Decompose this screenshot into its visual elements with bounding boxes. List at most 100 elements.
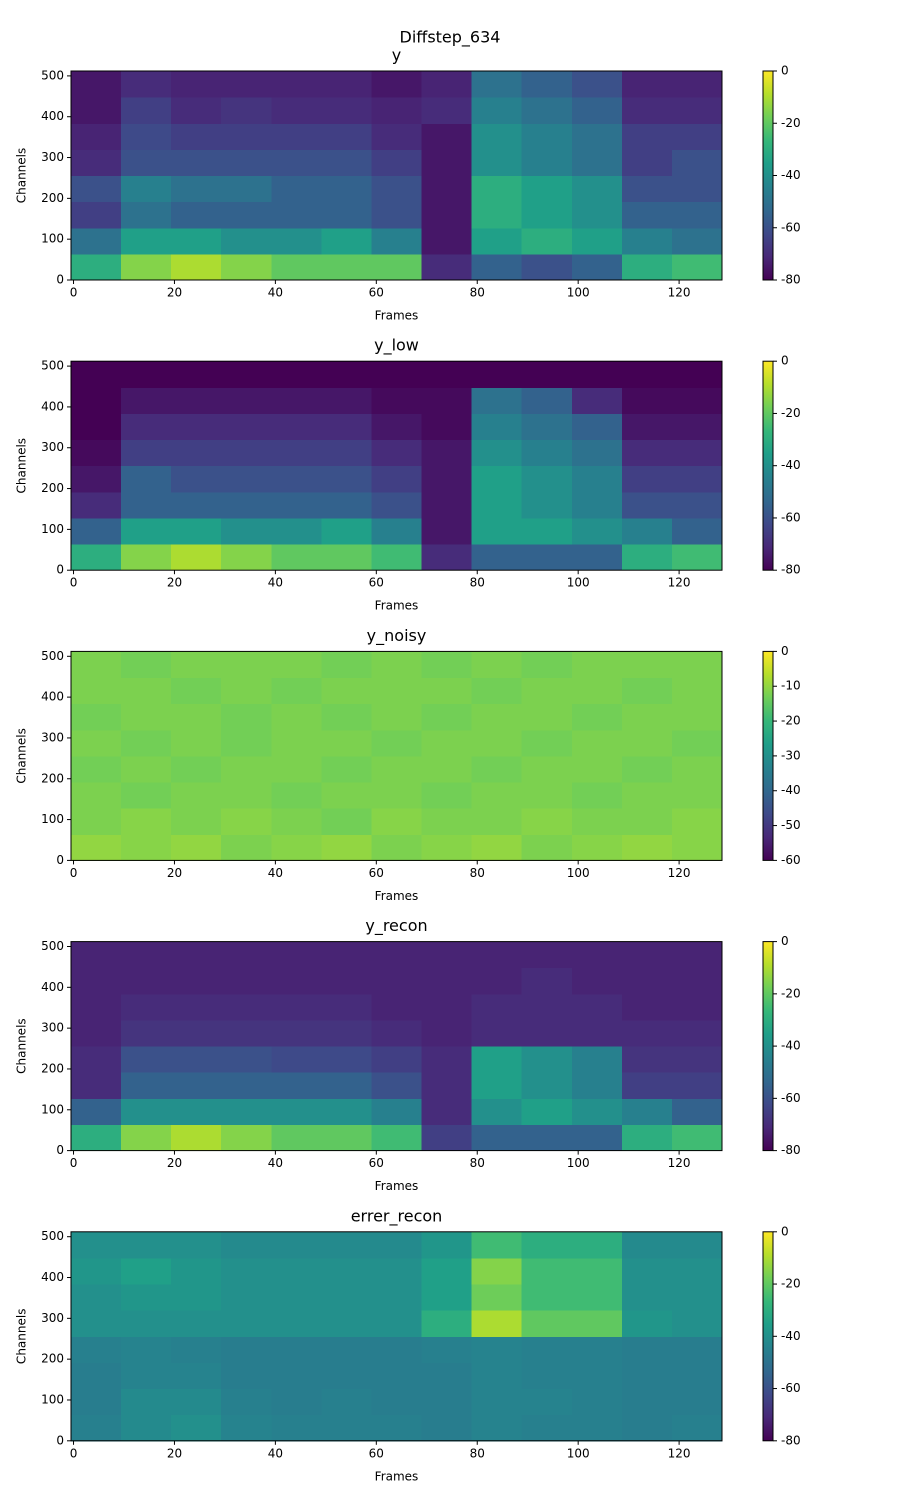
heatmap-cell — [221, 149, 272, 176]
heatmap-cell — [121, 703, 172, 731]
heatmap-cell — [571, 544, 623, 571]
heatmap-cell — [171, 1362, 222, 1390]
heatmap-cell — [671, 941, 723, 969]
heatmap-cell — [71, 201, 122, 229]
y-tick-label: 400 — [41, 399, 64, 413]
heatmap-cell — [321, 1231, 372, 1259]
heatmap-cell — [321, 808, 372, 835]
heatmap-cell — [321, 1019, 372, 1047]
heatmap-cell — [121, 808, 172, 835]
heatmap-cell — [371, 677, 423, 705]
x-tick-label: 120 — [668, 576, 691, 590]
heatmap-cell — [71, 677, 122, 705]
heatmap-cell — [421, 71, 473, 98]
heatmap-cell — [121, 387, 172, 414]
heatmap-cell — [371, 227, 423, 255]
heatmap-cell — [221, 755, 272, 783]
heatmap-cell — [371, 755, 423, 783]
heatmap-cell — [421, 782, 473, 809]
heatmap-cell — [571, 1257, 623, 1285]
colorbar-tick-label: -60 — [781, 510, 801, 524]
heatmap-cell — [71, 439, 122, 467]
heatmap-cell — [571, 703, 623, 731]
heatmap-cell — [621, 755, 673, 783]
heatmap-cell — [371, 1284, 423, 1311]
y-tick-label: 400 — [41, 980, 64, 994]
x-tick-label: 40 — [268, 866, 283, 880]
heatmap-cell — [621, 1336, 673, 1363]
heatmap-cell — [271, 517, 322, 545]
heatmap-cell — [521, 491, 573, 519]
heatmap-cell — [571, 517, 623, 545]
y-axis-label: Channels — [15, 148, 29, 204]
heatmap-cell — [321, 201, 372, 229]
heatmap-cell — [671, 1046, 723, 1073]
heatmap-cell — [271, 1310, 322, 1337]
heatmap-cell — [421, 1284, 473, 1311]
heatmap-cell — [521, 175, 573, 203]
heatmap-cell — [521, 782, 573, 809]
heatmap-cell — [621, 253, 673, 281]
heatmap-cell — [521, 1257, 573, 1285]
heatmap-cell — [471, 71, 523, 98]
heatmap-cell — [621, 227, 673, 255]
heatmap-cell — [71, 1284, 122, 1311]
heatmap-cell — [521, 993, 573, 1021]
heatmap-cell — [371, 465, 423, 493]
heatmap-cell — [71, 967, 122, 995]
heatmap-cell — [171, 703, 222, 731]
heatmap-cell — [671, 782, 723, 809]
heatmap-cell — [171, 1019, 222, 1047]
heatmap-cell — [171, 439, 222, 467]
x-tick-label: 100 — [567, 866, 590, 880]
x-tick-label: 120 — [668, 866, 691, 880]
heatmap-cell — [171, 1072, 222, 1099]
heatmap-cell — [321, 465, 372, 493]
heatmap-cell — [71, 1388, 122, 1416]
colorbar-tick-label: -60 — [781, 853, 801, 867]
heatmap-cell — [521, 651, 573, 679]
heatmap-cell — [421, 149, 473, 176]
heatmap-cell — [521, 413, 573, 441]
y-tick-label: 400 — [41, 109, 64, 123]
x-tick-label: 20 — [167, 1156, 182, 1170]
heatmap-cell — [421, 1072, 473, 1099]
heatmap-cell — [671, 439, 723, 467]
heatmap-cell — [121, 1388, 172, 1416]
heatmap-cell — [621, 71, 673, 98]
heatmap-cell — [521, 1388, 573, 1416]
heatmap-cell — [621, 808, 673, 835]
heatmap-cell — [571, 782, 623, 809]
heatmap-cell — [421, 544, 473, 571]
heatmap-cell — [71, 71, 122, 98]
heatmap-cell — [171, 1257, 222, 1285]
heatmap-cell — [471, 1046, 523, 1073]
heatmap-cell — [421, 491, 473, 519]
heatmap-cell — [71, 1414, 122, 1442]
x-tick-label: 100 — [567, 1446, 590, 1460]
heatmap-cell — [471, 941, 523, 969]
x-tick-label: 80 — [470, 866, 485, 880]
heatmap-cell — [421, 755, 473, 783]
heatmap-cell — [71, 149, 122, 176]
heatmap-cell — [371, 834, 423, 861]
heatmap-cell — [221, 71, 272, 98]
heatmap-cell — [371, 1362, 423, 1390]
heatmap-cell — [571, 677, 623, 705]
heatmap-cell — [321, 1072, 372, 1099]
heatmap-cell — [471, 677, 523, 705]
heatmap-cell — [671, 1388, 723, 1416]
heatmap-cell — [521, 544, 573, 571]
heatmap-cell — [321, 1124, 372, 1152]
heatmap-cell — [521, 941, 573, 969]
heatmap-cell — [321, 1098, 372, 1125]
heatmap-cell — [371, 413, 423, 441]
y-tick-label: 500 — [41, 939, 64, 953]
heatmap-cell — [271, 1336, 322, 1363]
axes-title: y_low — [374, 336, 419, 356]
heatmap-cell — [71, 97, 122, 124]
heatmap-cell — [321, 517, 372, 545]
heatmap-cell — [471, 993, 523, 1021]
heatmap-cell — [121, 1284, 172, 1311]
heatmap-cell — [671, 755, 723, 783]
